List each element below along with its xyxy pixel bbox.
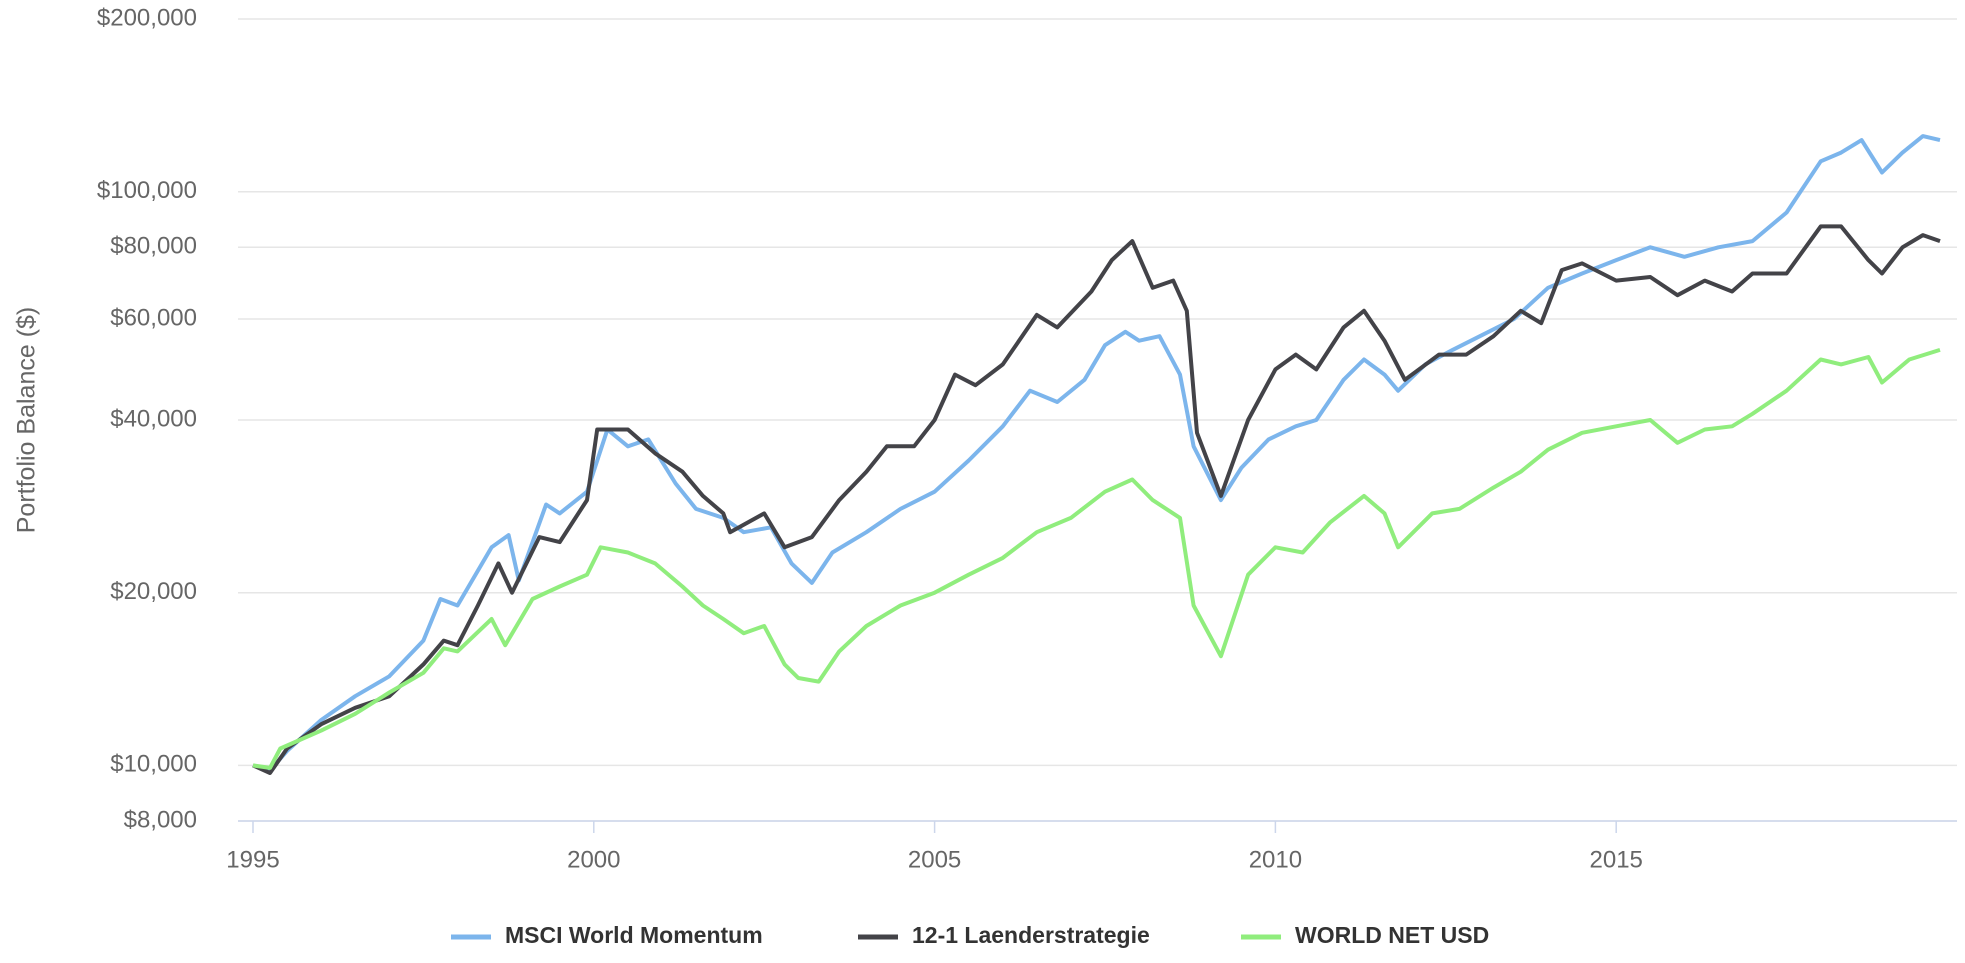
y-tick-label: $20,000	[110, 578, 197, 605]
x-tick-label: 1995	[226, 846, 279, 873]
y-tick-label: $200,000	[97, 4, 197, 31]
series-line	[252, 347, 1941, 770]
series-line	[252, 224, 1941, 775]
x-tick-label: 2010	[1249, 846, 1302, 873]
y-tick-label: $40,000	[110, 405, 197, 432]
y-tick-label: $10,000	[110, 751, 197, 778]
legend-text: 12-1 Laenderstrategie	[912, 922, 1150, 948]
y-tick-label: $100,000	[97, 177, 197, 204]
x-tick-label: 2005	[908, 846, 961, 873]
series-line	[252, 134, 1941, 773]
x-tick-label: 2015	[1590, 846, 1643, 873]
y-tick-label: $60,000	[110, 304, 197, 331]
x-tick-label: 2000	[567, 846, 620, 873]
legend-text: WORLD NET USD	[1295, 922, 1489, 948]
y-tick-label: $80,000	[110, 233, 197, 260]
legend-text: MSCI World Momentum	[505, 922, 763, 948]
y-axis-title: Portfolio Balance ($)	[13, 307, 41, 534]
y-tick-label: $8,000	[124, 806, 197, 833]
